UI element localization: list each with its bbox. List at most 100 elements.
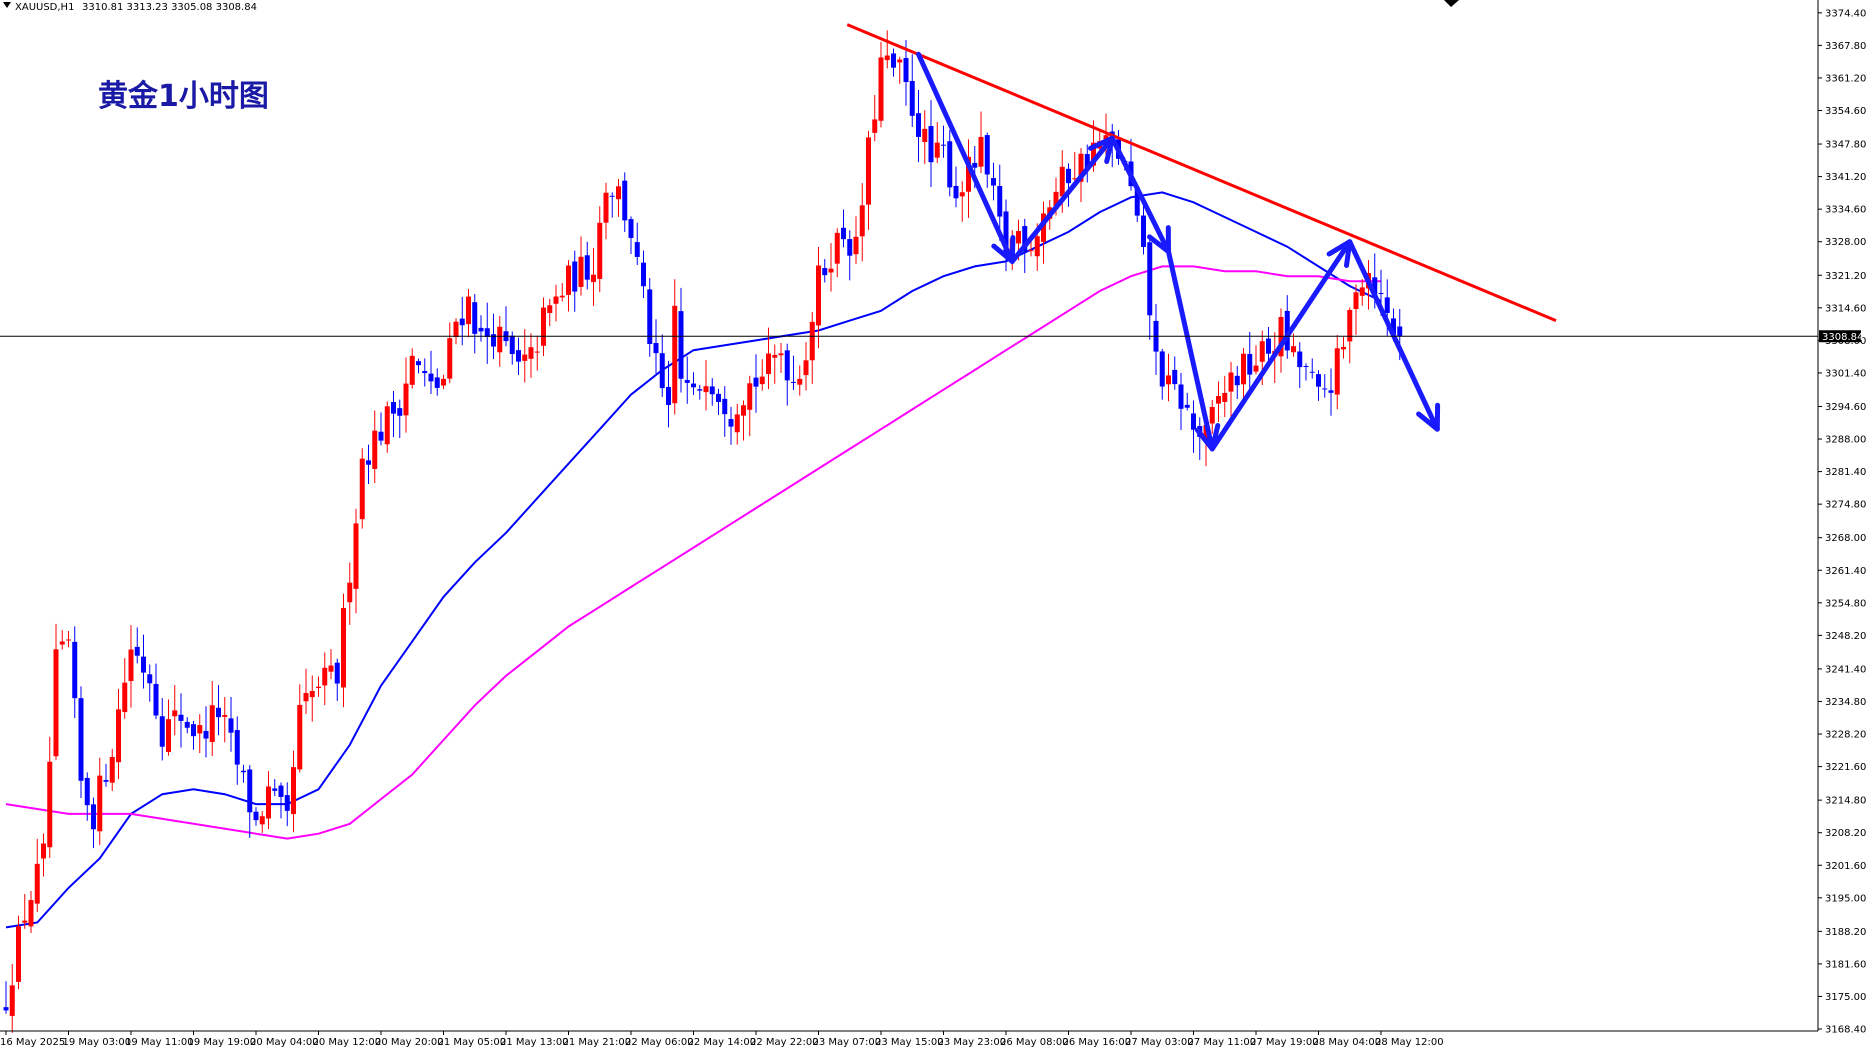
time-tick-label: 23 May 23:00 <box>938 1037 1007 1048</box>
candle-body <box>1359 287 1365 296</box>
candle-body <box>84 777 90 806</box>
candle-body <box>309 691 315 698</box>
candle-body <box>534 351 540 353</box>
candle-body <box>672 305 678 404</box>
candle-body <box>497 326 503 353</box>
candle-body <box>1291 346 1296 353</box>
candle-body <box>316 686 321 689</box>
candle-body <box>128 649 134 681</box>
candle-body <box>216 707 221 718</box>
candle-body <box>891 53 896 68</box>
candle-body <box>416 361 421 366</box>
candle-body <box>34 863 40 904</box>
candle-body <box>103 780 109 782</box>
zigzag-arrow-segment <box>1209 239 1353 452</box>
candle-body <box>266 786 271 819</box>
candle-body <box>1134 187 1140 216</box>
candle-body <box>697 389 703 391</box>
time-tick-label: 27 May 03:00 <box>1125 1037 1194 1048</box>
candle-body <box>1059 166 1065 197</box>
time-tick-label: 26 May 16:00 <box>1063 1037 1132 1048</box>
candle-body <box>403 383 409 416</box>
candle-body <box>409 355 415 385</box>
candle-body <box>247 769 253 813</box>
candle-body <box>578 256 584 287</box>
candle-body <box>972 162 978 168</box>
candle-body <box>584 255 590 280</box>
candle-body <box>791 381 796 383</box>
price-tick-label: 3361.20 <box>1825 73 1866 84</box>
candle-body <box>16 926 21 982</box>
candle-body <box>947 141 953 188</box>
candle-body <box>684 380 690 383</box>
candle-body <box>22 920 28 923</box>
candle-body <box>753 377 759 387</box>
candle-body <box>747 383 753 410</box>
time-tick-label: 23 May 15:00 <box>875 1037 944 1048</box>
candle-body <box>428 373 434 382</box>
candle-body <box>9 985 15 1016</box>
candle-body <box>384 406 390 445</box>
candle-body <box>541 307 546 346</box>
price-tick-label: 3228.20 <box>1825 730 1866 741</box>
candle-body <box>1347 309 1353 342</box>
candle-body <box>1241 353 1246 385</box>
candle-body <box>934 142 940 158</box>
arrow-head <box>1416 402 1441 432</box>
time-tick-label: 21 May 13:00 <box>500 1037 569 1048</box>
candle-body <box>1053 191 1059 209</box>
candle-body <box>1041 213 1046 242</box>
candle-body <box>466 296 471 325</box>
candle-body <box>1334 348 1340 395</box>
candle-body <box>1184 404 1190 408</box>
time-tick-label: 22 May 06:00 <box>625 1037 694 1048</box>
candle-body <box>191 724 196 737</box>
time-tick-label: 22 May 14:00 <box>688 1037 757 1048</box>
candle-body <box>1266 338 1271 354</box>
current-price-tag <box>1819 330 1861 343</box>
triangle-marker-icon <box>1444 0 1459 7</box>
zigzag-arrow-segment <box>916 51 1015 264</box>
candle-body <box>728 419 734 427</box>
candle-body <box>147 674 153 684</box>
candle-body <box>178 714 184 721</box>
candle-body <box>1391 318 1396 337</box>
time-tick-label: 28 May 04:00 <box>1313 1037 1382 1048</box>
candle-body <box>209 705 215 743</box>
candle-body <box>1141 215 1146 247</box>
candle-body <box>566 265 571 295</box>
candle-body <box>303 692 309 702</box>
candle-body <box>134 646 140 656</box>
candle-body <box>259 816 265 825</box>
candle-body <box>66 639 71 641</box>
candle-body <box>647 289 653 345</box>
candle-body <box>1309 371 1315 373</box>
triangle-down-icon <box>3 2 11 8</box>
candle-body <box>516 350 521 362</box>
candle-body <box>903 57 909 83</box>
time-tick-label: 26 May 08:00 <box>1000 1037 1069 1048</box>
price-tick-label: 3181.60 <box>1825 959 1866 970</box>
candle-body <box>591 274 596 283</box>
time-tick-label: 19 May 11:00 <box>125 1037 194 1048</box>
candle-body <box>359 458 365 520</box>
candle-body <box>572 261 578 292</box>
time-tick-label: 20 May 04:00 <box>250 1037 319 1048</box>
candle-body <box>441 378 446 386</box>
candle-body <box>997 185 1003 217</box>
drawing-overlays <box>846 23 1557 452</box>
candle-body <box>716 393 721 402</box>
candle-body <box>1216 395 1221 404</box>
price-tick-label: 3221.60 <box>1825 762 1866 773</box>
candle-body <box>878 57 884 121</box>
candle-body <box>1353 292 1359 310</box>
candle-body <box>703 386 709 393</box>
candle-body <box>709 386 715 395</box>
candle-body <box>841 227 846 240</box>
candle-body <box>1166 375 1171 385</box>
candle-body <box>116 709 121 763</box>
candle-body <box>1259 341 1265 362</box>
price-tick-label: 3314.60 <box>1825 303 1866 314</box>
